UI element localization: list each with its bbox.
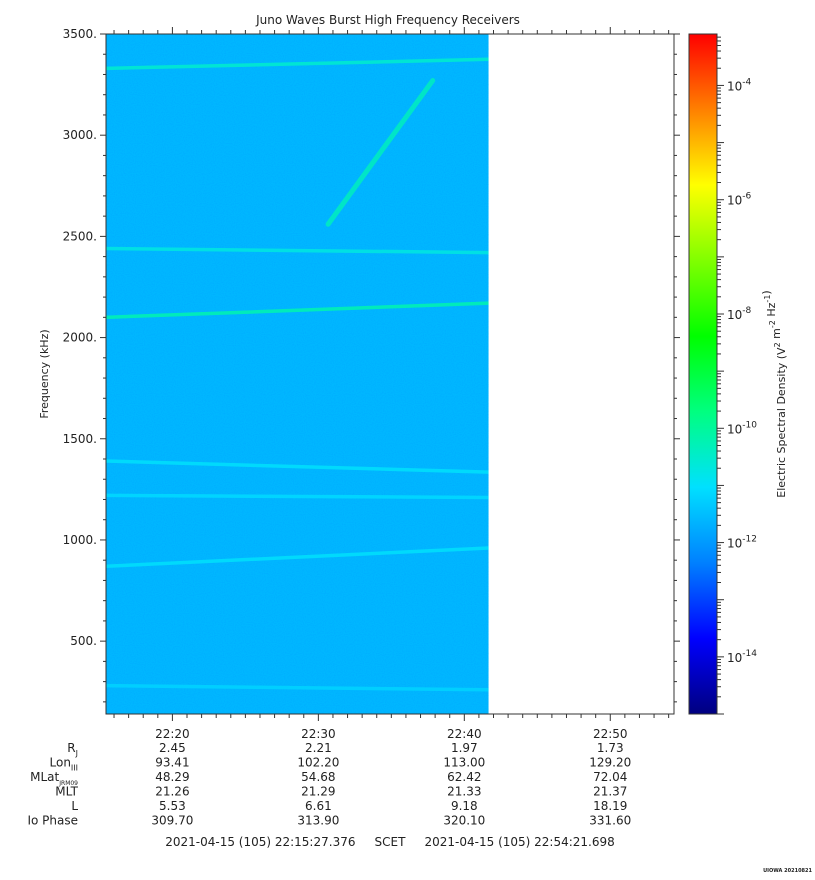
ephemeris-value: 309.70 [151,814,193,828]
ephemeris-value: 21.26 [155,785,189,799]
ephemeris-row-label: MLT [55,785,78,799]
x-axis: 22:20 22:30 22:40 22:50 [113,27,670,741]
ephemeris-row-label: Io Phase [27,814,78,828]
ephemeris-row-label: RJ [67,741,78,758]
drifting-emission [325,78,436,227]
ephemeris-value: 113.00 [443,756,485,770]
y-tick-label: 3500. [63,27,97,41]
emission-line-6 [105,546,489,569]
emission-line-3 [105,301,489,320]
ephemeris-table: RJ 2.45 2.21 1.97 1.73 LonIII 93.41 102.20 113.0… [27,741,631,828]
colorbar-tick-label: 10-12 [727,535,757,551]
y-tick-label: 500. [70,634,97,648]
x-tick-label: 22:20 [155,727,190,741]
ephemeris-value: 21.29 [301,785,335,799]
colorbar: 10-4 10-6 10-8 10-10 10-12 10-14 [688,33,757,715]
chart-title: Juno Waves Burst High Frequency Receiver… [255,13,520,27]
noise-texture [106,34,489,714]
x-tick-label: 22:50 [593,727,628,741]
ephemeris-value: 129.20 [589,756,631,770]
ephemeris-value: 21.37 [593,785,627,799]
ephemeris-row-label: MLatJRM09 [30,770,78,787]
colorbar-tick-label: 10-6 [727,192,752,208]
ephemeris-value: 54.68 [301,770,335,784]
ephemeris-value: 48.29 [155,770,189,784]
y-axis-label: Frequency (kHz) [38,329,51,418]
colorbar-gradient [688,33,718,715]
emission-line-5 [105,493,489,500]
ephemeris-value: 62.42 [447,770,481,784]
version-stamp: UIOWA 20210821 [763,868,812,874]
ephemeris-value: 102.20 [297,756,339,770]
ephemeris-value: 2.21 [305,741,332,755]
ephemeris-value: 21.33 [447,785,481,799]
emission-features [105,57,489,692]
emission-line-7 [105,683,489,692]
colorbar-tick-label: 10-4 [727,77,752,93]
ephemeris-value: 331.60 [589,814,631,828]
ephemeris-value: 2.45 [159,741,186,755]
x-tick-label: 22:40 [447,727,482,741]
y-tick-label: 3000. [63,128,97,142]
ephemeris-value: 1.97 [451,741,478,755]
ephemeris-value: 6.61 [305,799,332,813]
y-tick-label: 1000. [63,533,97,547]
ephemeris-value: 1.73 [597,741,624,755]
ephemeris-row-label: LonIII [50,756,79,773]
colorbar-tick-label: 10-14 [727,649,757,665]
ephemeris-row-label: L [71,799,78,813]
emission-line-4 [105,459,489,474]
ephemeris-value: 320.10 [443,814,485,828]
y-tick-label: 2000. [63,331,97,345]
ephemeris-value: 93.41 [155,756,189,770]
y-axis: 3500. 3000. 2500. 2000. 1500. 1000. 500. [63,27,680,703]
ephemeris-value: 9.18 [451,799,478,813]
x-tick-label: 22:30 [301,727,336,741]
colorbar-tick-label: 10-10 [727,420,757,436]
y-tick-label: 1500. [63,432,97,446]
emission-line-1 [105,57,489,71]
time-range-footer: 2021-04-15 (105) 22:15:27.376 SCET 2021-… [165,835,615,849]
ephemeris-value: 5.53 [159,799,186,813]
no-data-region [488,34,674,714]
colorbar-label: Electric Spectral Density (V2 m-2 Hz-1) [760,290,788,497]
y-tick-label: 2500. [63,229,97,243]
emission-line-2 [105,246,489,255]
ephemeris-value: 313.90 [297,814,339,828]
colorbar-tick-label: 10-8 [727,306,752,322]
ephemeris-value: 72.04 [593,770,627,784]
plot-frame [105,33,675,715]
plot-area [105,33,675,715]
ephemeris-value: 18.19 [593,799,627,813]
